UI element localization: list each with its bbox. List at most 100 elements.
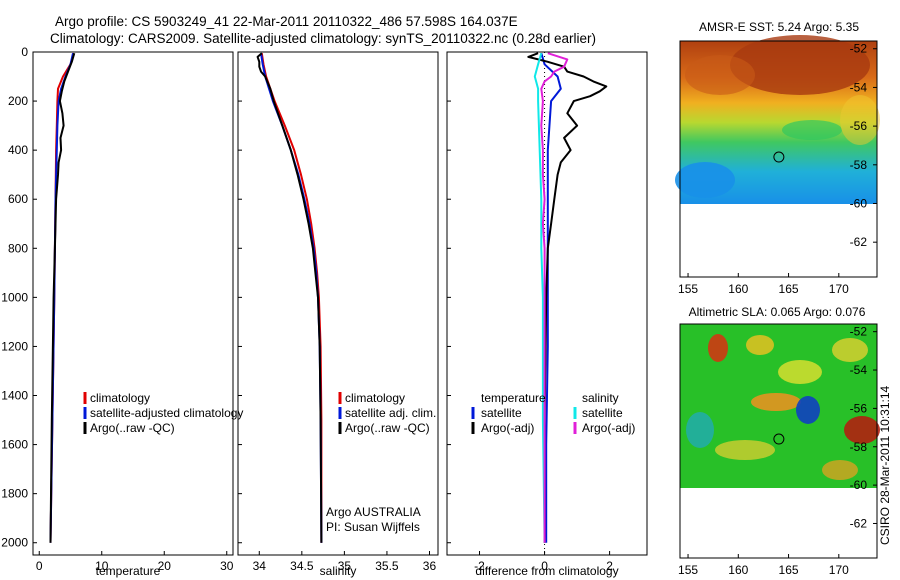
map-y-tick-label: -54: [850, 80, 868, 94]
x-tick-label: 34: [253, 559, 267, 573]
depth-tick-label: 1600: [1, 438, 28, 452]
salinity-panel: 34 34.5 35 35.5 36 salinity climatology sate…: [237, 51, 439, 578]
map-x-tick-label: 170: [829, 563, 849, 577]
map-x-tick-label: 165: [779, 563, 799, 577]
legend-satellite-label: satellite-adjusted climatology: [90, 406, 243, 420]
depth-tick-label: 800: [8, 241, 28, 255]
series-line-blue: [260, 53, 323, 543]
sla-map-panel: Altimetric SLA: 0.065 Argo: 0.076 155 160…: [678, 305, 880, 577]
sla-map-axes: 155 160 165 170 -52 -54 -56 -58 -60 -62: [678, 325, 877, 577]
x-tick-label: 35.5: [375, 559, 399, 573]
sla-blob: [844, 416, 880, 444]
map-y-tick-label: -62: [850, 235, 868, 249]
sla-blob: [832, 338, 868, 362]
x-tick-label: 35: [338, 559, 352, 573]
map-y-tick-label: -56: [850, 119, 868, 133]
difference-panel: -2 0 2 difference from climatology tempera…: [446, 51, 648, 578]
depth-tick-label: 400: [8, 143, 28, 157]
map-y-tick-label: -62: [850, 516, 868, 530]
sla-blob: [796, 396, 820, 424]
sla-blob: [751, 393, 801, 411]
sst-map-frame: [679, 40, 878, 278]
map-x-tick-label: 155: [678, 563, 698, 577]
sst-cold-pool: [675, 162, 735, 198]
sst-heatmap: [675, 35, 880, 204]
sla-blob: [746, 335, 774, 355]
map-y-tick-label: -60: [850, 196, 868, 210]
x-tick-label: 34.5: [290, 559, 314, 573]
legend-temp-argo-label: Argo(-adj): [481, 421, 534, 435]
timestamp-stamp: CSIRO 28-Mar-2011 10:31:14: [878, 385, 892, 545]
map-x-tick-label: 170: [829, 282, 849, 296]
x-tick-label: 30: [220, 559, 234, 573]
legend-sal-argo-label: Argo(-adj): [582, 421, 635, 435]
depth-axis: 0 200 400 600 800 1000 1200 1400 1600 1800 2000: [1, 45, 451, 550]
temperature-series: [49, 52, 76, 543]
legend-sal-satellite-label: satellite: [582, 406, 623, 420]
x-tick-label: 0: [541, 559, 548, 573]
sla-blob: [778, 360, 822, 384]
series-line-red: [260, 53, 323, 543]
sla-blob: [686, 412, 714, 448]
sst-yellow-band: [840, 95, 880, 145]
legend-argo-label: Argo(..raw -QC): [90, 421, 175, 435]
series-line-magenta: [540, 52, 569, 543]
x-tick-label: 10: [95, 559, 109, 573]
temperature-legend: climatology satellite-adjusted climatolo…: [83, 391, 243, 435]
series-line-black: [527, 52, 608, 543]
sst-green-tongue: [782, 120, 842, 140]
sst-warm-core: [730, 35, 870, 95]
map-x-tick-label: 155: [678, 282, 698, 296]
legend-salinity-header: salinity: [582, 391, 619, 405]
series-line-black: [256, 52, 323, 543]
legend-climatology-label: climatology: [345, 391, 405, 405]
sla-blob: [715, 440, 775, 460]
series-line-cyan: [533, 52, 546, 543]
x-tick-label: 0: [36, 559, 43, 573]
map-x-tick-label: 165: [779, 282, 799, 296]
legend-temp-satellite-label: satellite: [481, 406, 522, 420]
series-line-black: [49, 52, 76, 543]
map-y-tick-label: -60: [850, 478, 868, 492]
temperature-panel: 0 200 400 600 800 1000 1200 1400 1600 1800 2000 0 1…: [1, 45, 451, 578]
sst-map-title: AMSR-E SST: 5.24 Argo: 5.35: [699, 20, 859, 34]
map-y-tick-label: -52: [850, 325, 868, 339]
sst-argo-marker: [773, 151, 785, 163]
map-y-tick-label: -52: [850, 42, 868, 56]
sla-blob: [822, 460, 858, 480]
sst-map-axes: 155 160 165 170 -52 -54 -56 -58 -60 -62: [678, 42, 877, 296]
header-line2: Climatology: CARS2009. Satellite-adjuste…: [50, 31, 596, 46]
sla-argo-marker: [773, 433, 785, 445]
sla-map-frame: [679, 323, 878, 559]
sst-map-panel: AMSR-E SST: 5.24 Argo: 5.35 155 160 165 170…: [675, 20, 880, 296]
x-tick-label: 36: [423, 559, 437, 573]
salinity-xlabel: salinity: [320, 564, 357, 578]
difference-series: [527, 52, 608, 543]
difference-axes-frame: [446, 51, 648, 556]
map-y-tick-label: -58: [850, 158, 868, 172]
depth-tick-label: 2000: [1, 536, 28, 550]
temperature-x-axis: 0 10 20 30: [36, 551, 234, 573]
salinity-x-axis: 34 34.5 35 35.5 36: [253, 551, 437, 573]
map-y-tick-label: -56: [850, 401, 868, 415]
sla-map-title: Altimetric SLA: 0.065 Argo: 0.076: [689, 305, 866, 319]
institution-annotation: Argo AUSTRALIA: [326, 505, 421, 519]
difference-legend: temperature satellite Argo(-adj) salinit…: [471, 391, 635, 435]
salinity-axes-frame: [237, 51, 439, 556]
map-x-tick-label: 160: [728, 282, 748, 296]
temperature-xlabel: temperature: [96, 564, 161, 578]
temperature-axes-frame: [32, 51, 234, 556]
map-y-tick-label: -54: [850, 363, 868, 377]
header-line1: Argo profile: CS 5903249_41 22-Mar-2011 …: [55, 14, 518, 29]
depth-tick-label: 1200: [1, 339, 28, 353]
salinity-legend: climatology satellite adj. clim. Argo(..…: [338, 391, 436, 435]
legend-argo-label: Argo(..raw -QC): [345, 421, 430, 435]
sla-heatmap: [680, 324, 880, 488]
x-tick-label: 20: [158, 559, 172, 573]
depth-tick-label: 1800: [1, 487, 28, 501]
pi-annotation: PI: Susan Wijffels: [326, 520, 420, 534]
map-y-tick-label: -58: [850, 440, 868, 454]
legend-temperature-header: temperature: [481, 391, 546, 405]
depth-tick-label: 1400: [1, 389, 28, 403]
